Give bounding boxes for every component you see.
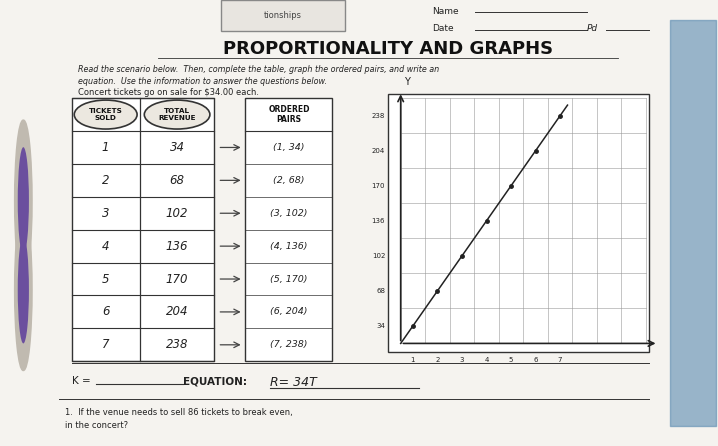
Text: Concert tickets go on sale for $34.00 each.: Concert tickets go on sale for $34.00 ea…	[78, 88, 258, 97]
Text: 170: 170	[166, 273, 188, 285]
Text: equation.  Use the information to answer the questions below.: equation. Use the information to answer …	[78, 77, 327, 86]
Text: (1, 34): (1, 34)	[273, 143, 304, 152]
Text: 170: 170	[372, 183, 385, 189]
Text: 1: 1	[102, 141, 109, 154]
Text: 34: 34	[376, 323, 385, 329]
Text: 7: 7	[558, 357, 562, 363]
Text: 6: 6	[102, 306, 109, 318]
Text: 1.  If the venue needs to sell 86 tickets to break even,: 1. If the venue needs to sell 86 tickets…	[65, 408, 293, 417]
Text: 68: 68	[169, 174, 185, 187]
Bar	[220, 0, 345, 31]
Text: 34: 34	[169, 141, 185, 154]
Ellipse shape	[144, 100, 210, 129]
Text: EQUATION:: EQUATION:	[183, 376, 247, 386]
Bar	[388, 94, 649, 352]
Circle shape	[18, 147, 29, 254]
Text: 5: 5	[102, 273, 109, 285]
Text: K =: K =	[72, 376, 93, 386]
Text: 238: 238	[372, 113, 385, 119]
Text: (2, 68): (2, 68)	[273, 176, 304, 185]
Circle shape	[15, 120, 32, 281]
Text: tionships: tionships	[264, 11, 302, 20]
Text: 5: 5	[509, 357, 513, 363]
Text: 1: 1	[411, 357, 415, 363]
Text: 3: 3	[460, 357, 465, 363]
Ellipse shape	[74, 100, 137, 129]
Text: R= 34T: R= 34T	[270, 376, 317, 389]
Text: Pd: Pd	[587, 25, 598, 33]
Text: 4: 4	[485, 357, 489, 363]
Text: in the concert?: in the concert?	[65, 421, 129, 430]
Text: (4, 136): (4, 136)	[270, 242, 307, 251]
Bar	[246, 98, 332, 361]
Text: 102: 102	[372, 253, 385, 259]
Text: Date: Date	[432, 25, 453, 33]
Text: TICKETS
SOLD: TICKETS SOLD	[89, 108, 123, 121]
Text: 2: 2	[435, 357, 439, 363]
Text: (3, 102): (3, 102)	[270, 209, 307, 218]
Text: 204: 204	[372, 148, 385, 154]
Text: 204: 204	[166, 306, 188, 318]
Text: TOTAL
REVENUE: TOTAL REVENUE	[159, 108, 196, 121]
Bar	[72, 98, 215, 361]
Text: PROPORTIONALITY AND GRAPHS: PROPORTIONALITY AND GRAPHS	[223, 40, 554, 58]
Circle shape	[15, 210, 32, 370]
Text: 6: 6	[533, 357, 538, 363]
Text: (5, 170): (5, 170)	[270, 275, 307, 284]
Text: 3: 3	[102, 207, 109, 220]
Text: 2: 2	[102, 174, 109, 187]
Text: 136: 136	[372, 218, 385, 224]
Text: (7, 238): (7, 238)	[270, 340, 307, 349]
Text: Y: Y	[404, 77, 410, 87]
Text: 7: 7	[102, 339, 109, 351]
Text: 238: 238	[166, 339, 188, 351]
Text: Name: Name	[432, 7, 458, 16]
Text: 136: 136	[166, 240, 188, 252]
Text: 4: 4	[102, 240, 109, 252]
Circle shape	[18, 236, 29, 343]
Text: 68: 68	[376, 288, 385, 294]
Text: Read the scenario below.  Then, complete the table, graph the ordered pairs, and: Read the scenario below. Then, complete …	[78, 65, 439, 74]
Text: 102: 102	[166, 207, 188, 220]
Text: ORDERED
PAIRS: ORDERED PAIRS	[268, 105, 309, 124]
Text: (6, 204): (6, 204)	[270, 307, 307, 316]
